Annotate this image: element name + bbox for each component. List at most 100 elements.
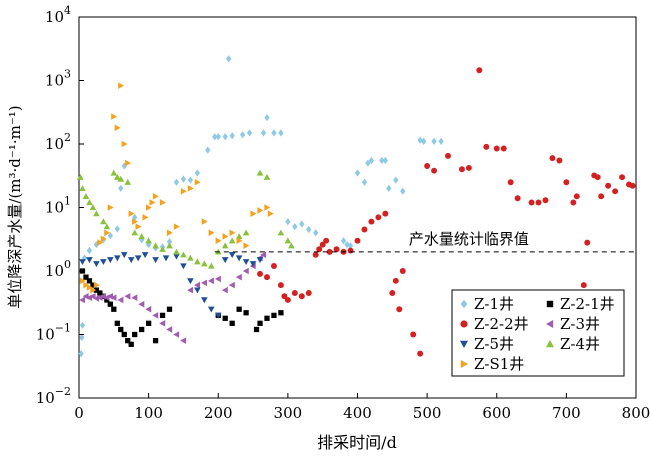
data-point-s6 bbox=[93, 281, 100, 289]
data-point-s5 bbox=[77, 173, 84, 180]
data-point-s1 bbox=[271, 312, 277, 319]
data-point-s1 bbox=[278, 310, 284, 316]
legend-marker bbox=[460, 320, 468, 328]
data-point-s5 bbox=[103, 223, 111, 230]
data-point-s5 bbox=[221, 242, 229, 249]
data-point-s0 bbox=[393, 176, 399, 184]
data-point-s0 bbox=[114, 225, 120, 233]
data-point-s0 bbox=[180, 175, 187, 183]
data-point-s0 bbox=[365, 159, 371, 167]
data-point-s2 bbox=[556, 157, 563, 164]
data-point-s5 bbox=[124, 178, 132, 185]
data-point-s2 bbox=[298, 293, 305, 300]
x-tick-label: 200 bbox=[204, 404, 233, 422]
data-point-s0 bbox=[313, 229, 319, 237]
data-point-s2 bbox=[396, 306, 403, 313]
data-point-s4 bbox=[235, 255, 243, 262]
data-point-s0 bbox=[382, 156, 388, 165]
data-point-s6 bbox=[149, 199, 156, 206]
data-point-s5 bbox=[100, 218, 107, 225]
data-point-s1 bbox=[222, 315, 228, 321]
data-point-s4 bbox=[79, 259, 86, 266]
data-point-s2 bbox=[424, 163, 431, 169]
data-point-s2 bbox=[431, 167, 438, 174]
data-point-s1 bbox=[166, 306, 173, 312]
data-point-s1 bbox=[264, 315, 270, 321]
data-point-s4 bbox=[127, 257, 135, 264]
data-point-s4 bbox=[194, 287, 201, 294]
data-point-s6 bbox=[215, 237, 222, 245]
data-point-s1 bbox=[107, 301, 113, 307]
data-point-s2 bbox=[493, 145, 500, 152]
reference-line-group: 产水量统计临界值 bbox=[214, 230, 634, 253]
data-point-s4 bbox=[86, 257, 93, 264]
data-point-s3 bbox=[221, 286, 228, 294]
data-point-s3 bbox=[145, 305, 152, 313]
legend-label: Z-1井 bbox=[474, 295, 514, 313]
data-point-s2 bbox=[323, 237, 330, 244]
data-point-s2 bbox=[291, 290, 298, 296]
data-point-s0 bbox=[368, 156, 375, 165]
data-point-s0 bbox=[278, 129, 284, 137]
data-point-s6 bbox=[114, 124, 121, 132]
data-point-s6 bbox=[107, 204, 114, 211]
data-point-s3 bbox=[180, 337, 187, 344]
data-point-s1 bbox=[253, 326, 260, 333]
data-point-s6 bbox=[194, 178, 201, 186]
data-point-s2 bbox=[305, 290, 312, 296]
data-point-s3 bbox=[138, 300, 145, 308]
data-point-s4 bbox=[214, 312, 222, 319]
data-point-s6 bbox=[118, 82, 125, 89]
data-point-s3 bbox=[159, 320, 166, 327]
data-point-s0 bbox=[260, 129, 267, 137]
data-point-s1 bbox=[90, 282, 96, 288]
data-point-s0 bbox=[205, 146, 211, 154]
data-point-s0 bbox=[239, 131, 246, 139]
data-point-s2 bbox=[445, 152, 451, 159]
data-point-s0 bbox=[173, 178, 180, 186]
data-point-s1 bbox=[257, 320, 263, 326]
data-point-s0 bbox=[79, 333, 85, 342]
data-point-s1 bbox=[93, 287, 100, 293]
data-point-s0 bbox=[306, 225, 312, 234]
data-point-s1 bbox=[97, 290, 103, 296]
data-point-s2 bbox=[535, 199, 542, 206]
legend-label: Z-3井 bbox=[560, 315, 600, 333]
data-point-s5 bbox=[288, 242, 295, 249]
data-point-s2 bbox=[333, 246, 340, 253]
data-point-s4 bbox=[228, 252, 236, 259]
data-point-s6 bbox=[90, 286, 97, 294]
data-point-s6 bbox=[132, 218, 138, 225]
data-point-s1 bbox=[229, 320, 235, 326]
data-point-s2 bbox=[465, 164, 472, 171]
data-point-s2 bbox=[612, 188, 619, 195]
data-point-s2 bbox=[417, 350, 424, 357]
x-tick-label: 600 bbox=[482, 404, 511, 422]
data-point-s0 bbox=[344, 241, 350, 249]
data-point-s3 bbox=[235, 273, 242, 281]
data-point-s2 bbox=[476, 67, 483, 74]
data-point-s2 bbox=[284, 296, 291, 303]
data-point-s0 bbox=[226, 55, 232, 63]
data-point-s6 bbox=[135, 223, 142, 230]
data-point-s4 bbox=[100, 259, 107, 266]
data-point-s1 bbox=[236, 306, 242, 312]
data-point-s0 bbox=[194, 169, 201, 177]
data-point-s2 bbox=[580, 282, 587, 289]
data-point-s0 bbox=[145, 241, 152, 249]
legend-marker bbox=[460, 340, 468, 348]
data-point-s2 bbox=[458, 166, 465, 173]
y-tick-label: 102 bbox=[45, 131, 71, 153]
data-point-s2 bbox=[264, 274, 270, 281]
data-point-s5 bbox=[82, 193, 90, 199]
data-point-s1 bbox=[145, 320, 152, 326]
data-point-s2 bbox=[382, 210, 389, 217]
data-point-s2 bbox=[598, 193, 605, 200]
data-point-s4 bbox=[141, 252, 149, 259]
data-point-s6 bbox=[125, 159, 132, 167]
data-point-s6 bbox=[222, 233, 229, 240]
y-axis: 10−2 10−1 100 101 102 103 104 bbox=[36, 4, 84, 407]
data-point-s2 bbox=[584, 239, 591, 246]
data-point-s5 bbox=[110, 169, 118, 176]
data-point-s0 bbox=[340, 237, 347, 245]
